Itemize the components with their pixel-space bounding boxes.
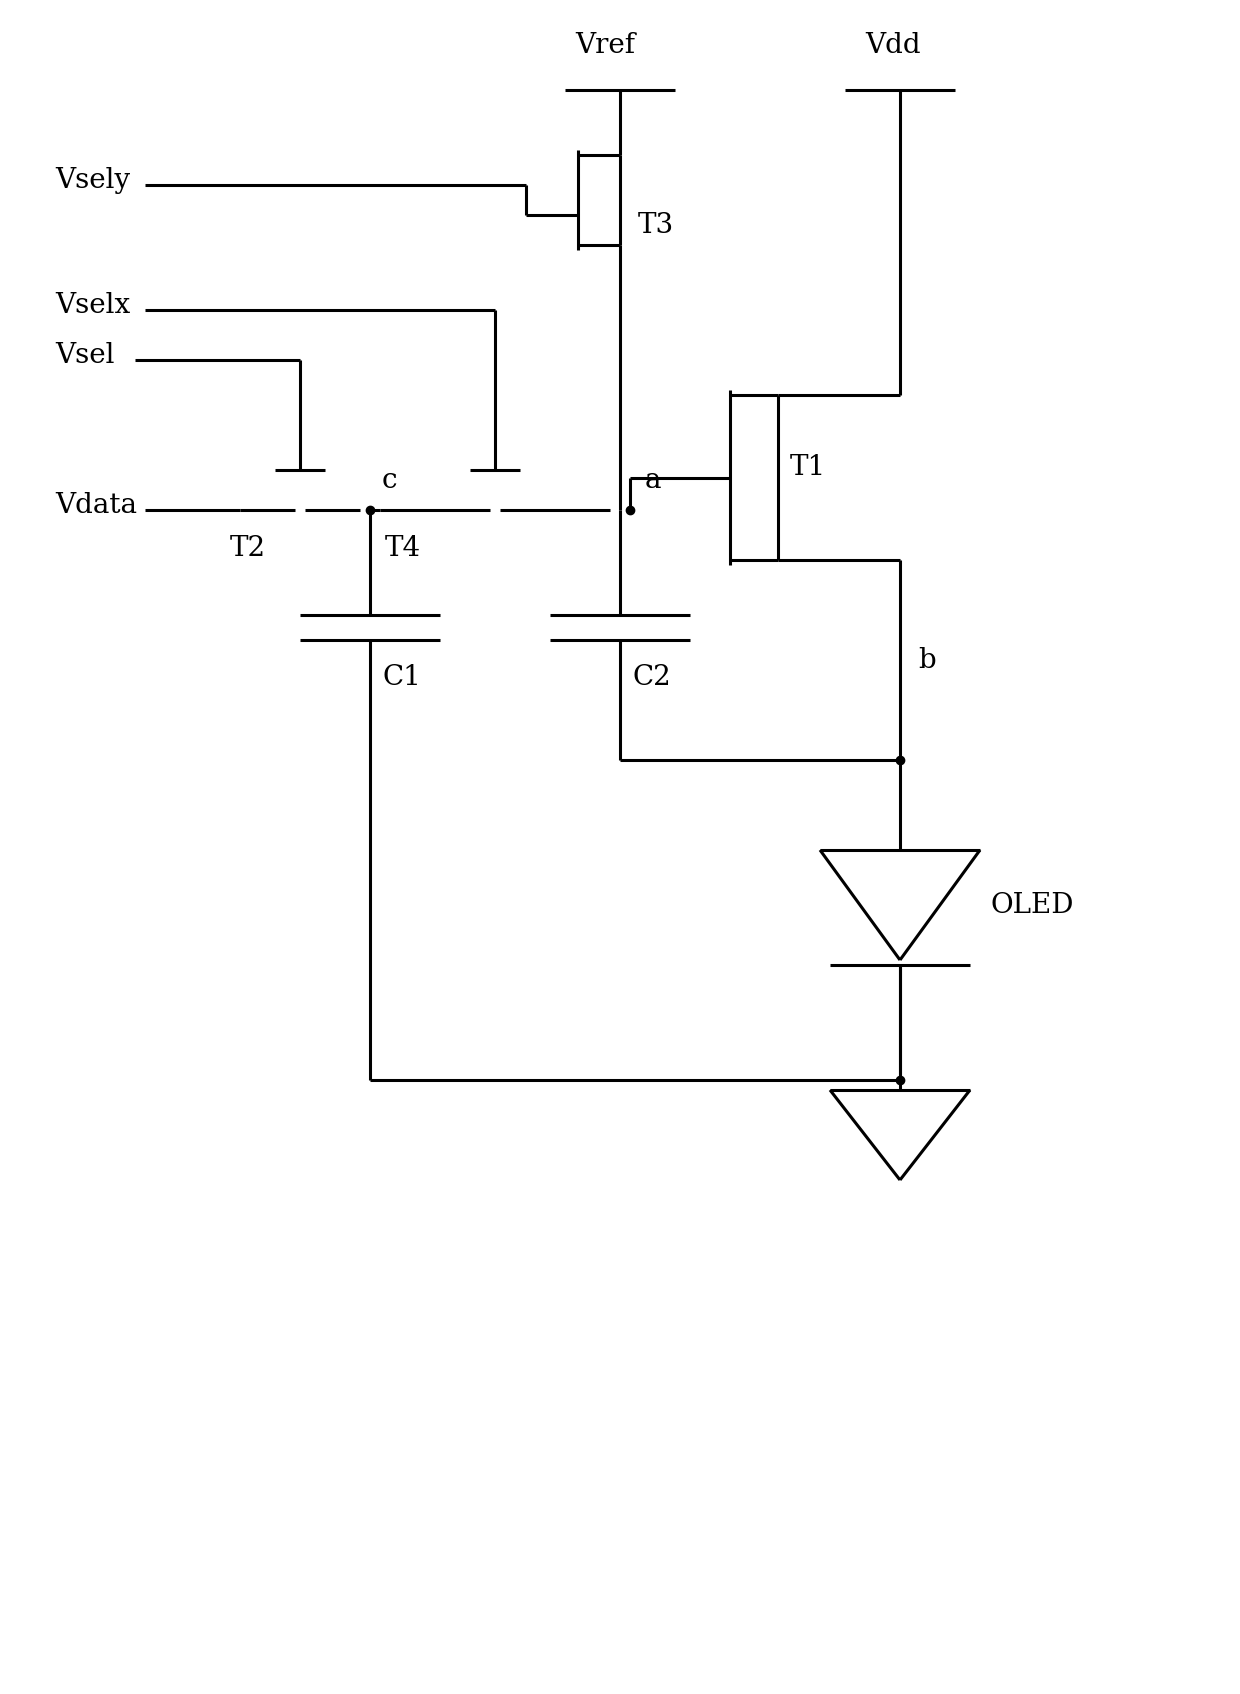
Text: T2: T2 <box>229 535 267 561</box>
Text: Vsel: Vsel <box>55 342 114 369</box>
Text: C2: C2 <box>632 664 671 691</box>
Text: Vsely: Vsely <box>55 166 130 193</box>
Text: Vdd: Vdd <box>866 32 920 59</box>
Text: Vdata: Vdata <box>55 491 136 518</box>
Text: Vref: Vref <box>575 32 635 59</box>
Text: OLED: OLED <box>990 891 1074 918</box>
Text: T1: T1 <box>790 454 826 481</box>
Text: T4: T4 <box>384 535 422 561</box>
Text: C1: C1 <box>382 664 420 691</box>
Text: a: a <box>645 466 661 493</box>
Text: Vselx: Vselx <box>55 291 130 318</box>
Text: c: c <box>382 466 398 493</box>
Text: b: b <box>918 647 936 674</box>
Text: T3: T3 <box>639 212 675 239</box>
